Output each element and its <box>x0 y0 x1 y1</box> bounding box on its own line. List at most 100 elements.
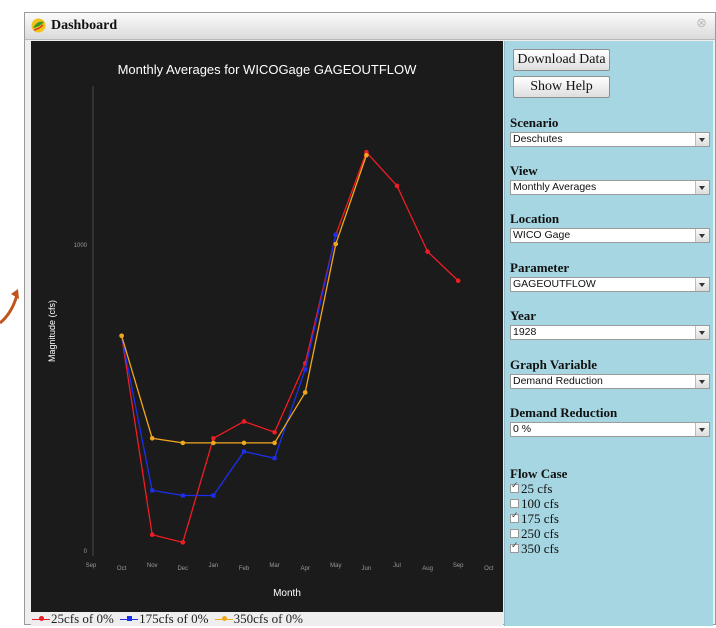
chevron-down-icon[interactable] <box>695 181 709 194</box>
pointer-arrow-icon <box>0 289 19 325</box>
x-tick-label: May <box>330 563 341 569</box>
flow-case-item-250[interactable]: 250 cfs <box>510 526 710 541</box>
chevron-down-icon[interactable] <box>695 278 709 291</box>
chart-title: Monthly Averages for WICOGage GAGEOUTFLO… <box>118 62 418 77</box>
flow-case-item-label: 250 cfs <box>521 525 559 541</box>
control-panel: Download Data Show Help Scenario Deschut… <box>504 41 713 626</box>
legend-item-175cfs: 175cfs of 0% <box>119 612 208 626</box>
flow-case-group: Flow Case 25 cfs 100 cfs 175 cfs 250 cfs… <box>510 466 710 556</box>
chevron-down-icon[interactable] <box>695 326 709 339</box>
scenario-field: Scenario Deschutes <box>510 115 710 147</box>
scenario-label: Scenario <box>510 115 559 130</box>
chart-area: Monthly Averages for WICOGage GAGEOUTFLO… <box>31 41 503 612</box>
demand-reduction-field: Demand Reduction 0 % <box>510 405 710 437</box>
x-tick-label: Mar <box>269 563 279 569</box>
flow-case-checkbox-350[interactable] <box>510 541 519 553</box>
data-point <box>211 493 216 498</box>
data-point <box>119 333 124 339</box>
flow-case-checkbox-100[interactable] <box>510 499 519 508</box>
view-label: View <box>510 163 538 178</box>
data-point <box>241 440 247 446</box>
x-tick-label: Oct <box>484 566 494 572</box>
data-point <box>180 440 186 446</box>
location-value: WICO Gage <box>513 229 571 241</box>
data-point <box>180 540 186 545</box>
y-axis-label: Magnitude (cfs) <box>47 300 57 362</box>
legend-item-350cfs: 350cfs of 0% <box>214 612 303 626</box>
series-line-2 <box>120 155 368 444</box>
year-value: 1928 <box>513 326 537 338</box>
legend-label-25cfs: 25cfs of 0% <box>51 611 114 626</box>
view-select[interactable]: Monthly Averages <box>510 180 710 195</box>
flow-case-item-25[interactable]: 25 cfs <box>510 481 710 496</box>
year-field: Year 1928 <box>510 308 710 340</box>
data-point <box>272 429 277 435</box>
flow-case-item-175[interactable]: 175 cfs <box>510 511 710 526</box>
data-point <box>302 390 308 395</box>
year-select[interactable]: 1928 <box>510 325 710 340</box>
graph-variable-value: Demand Reduction <box>513 375 603 387</box>
flow-case-item-label: 100 cfs <box>521 495 559 511</box>
data-point <box>211 436 216 441</box>
dashboard-window: Dashboard ⊗ Monthly Averages for WICOGag… <box>24 12 716 626</box>
data-point <box>149 436 155 441</box>
title-bar: Dashboard ⊗ <box>25 13 715 40</box>
legend-label-350cfs: 350cfs of 0% <box>233 611 303 626</box>
x-tick-label: Aug <box>422 566 433 572</box>
flow-case-item-label: 350 cfs <box>521 540 559 556</box>
data-point <box>425 249 430 254</box>
data-point <box>211 440 216 446</box>
data-point <box>149 532 155 537</box>
show-help-button[interactable]: Show Help <box>513 76 610 98</box>
chevron-down-icon[interactable] <box>695 133 709 146</box>
parameter-value: GAGEOUTFLOW <box>513 278 596 290</box>
chevron-down-icon[interactable] <box>695 375 709 388</box>
legend-swatch-25cfs <box>31 613 51 625</box>
legend-label-175cfs: 175cfs of 0% <box>139 611 209 626</box>
x-axis-label: Month <box>273 588 301 599</box>
view-field: View Monthly Averages <box>510 163 710 195</box>
series-line-1 <box>120 234 337 497</box>
chevron-down-icon[interactable] <box>695 229 709 242</box>
data-point <box>303 367 308 372</box>
scenario-select[interactable]: Deschutes <box>510 132 710 147</box>
flow-case-item-label: 175 cfs <box>521 510 559 526</box>
line-chart: Monthly Averages for WICOGage GAGEOUTFLO… <box>47 62 494 599</box>
parameter-field: Parameter GAGEOUTFLOW <box>510 260 710 292</box>
app-logo-icon <box>31 18 46 33</box>
close-icon[interactable]: ⊗ <box>696 16 707 31</box>
demand-reduction-value: 0 % <box>513 423 532 435</box>
flow-case-item-100[interactable]: 100 cfs <box>510 496 710 511</box>
data-point <box>333 241 339 247</box>
data-point <box>364 152 369 158</box>
demand-reduction-label: Demand Reduction <box>510 405 618 420</box>
demand-reduction-select[interactable]: 0 % <box>510 422 710 437</box>
graph-variable-label: Graph Variable <box>510 357 598 372</box>
data-point <box>272 456 277 461</box>
legend-swatch-350cfs <box>214 613 234 625</box>
graph-variable-field: Graph Variable Demand Reduction <box>510 357 710 389</box>
flow-case-label: Flow Case <box>510 466 568 481</box>
view-value: Monthly Averages <box>513 181 597 193</box>
parameter-select[interactable]: GAGEOUTFLOW <box>510 277 710 292</box>
scenario-value: Deschutes <box>513 133 563 145</box>
flow-case-item-350[interactable]: 350 cfs <box>510 541 710 556</box>
flow-case-checkbox-25[interactable] <box>510 481 519 493</box>
x-tick-label: Sep <box>453 563 464 569</box>
data-point <box>333 232 338 237</box>
chevron-down-icon[interactable] <box>695 423 709 436</box>
flow-case-checkbox-175[interactable] <box>510 511 519 523</box>
y-tick-label: 1000 <box>74 243 88 249</box>
data-point <box>180 493 185 498</box>
x-tick-label: Feb <box>239 566 250 572</box>
x-tick-label: Sep <box>86 563 97 569</box>
graph-variable-select[interactable]: Demand Reduction <box>510 374 710 389</box>
location-select[interactable]: WICO Gage <box>510 228 710 243</box>
x-tick-label: Nov <box>147 563 158 569</box>
data-point <box>455 278 461 284</box>
location-label: Location <box>510 211 560 226</box>
download-data-button[interactable]: Download Data <box>513 49 610 71</box>
x-tick-label: Oct <box>117 566 127 572</box>
flow-case-checkbox-250[interactable] <box>510 529 519 538</box>
x-tick-label: Apr <box>301 566 310 572</box>
